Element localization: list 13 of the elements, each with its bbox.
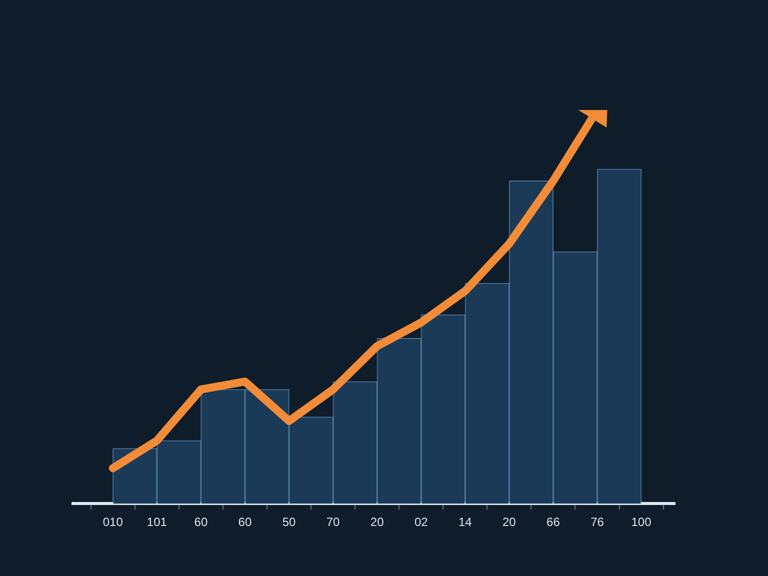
x-tick-label: 010 — [102, 515, 124, 530]
x-tick-label: 66 — [546, 515, 560, 530]
x-tick-label: 50 — [282, 515, 296, 530]
x-tick-label: 101 — [146, 515, 168, 530]
x-tick-label: 70 — [326, 515, 340, 530]
x-tick-label: 20 — [370, 515, 384, 530]
x-tick-label: 100 — [631, 515, 652, 530]
x-tick-label: 76 — [590, 515, 604, 530]
x-tick-label: 60 — [194, 515, 208, 530]
x-tick-label: 02 — [414, 515, 428, 530]
x-tick-label: 14 — [458, 515, 472, 530]
x-tick-label: 60 — [238, 515, 252, 530]
x-tick-label: 20 — [502, 515, 516, 530]
